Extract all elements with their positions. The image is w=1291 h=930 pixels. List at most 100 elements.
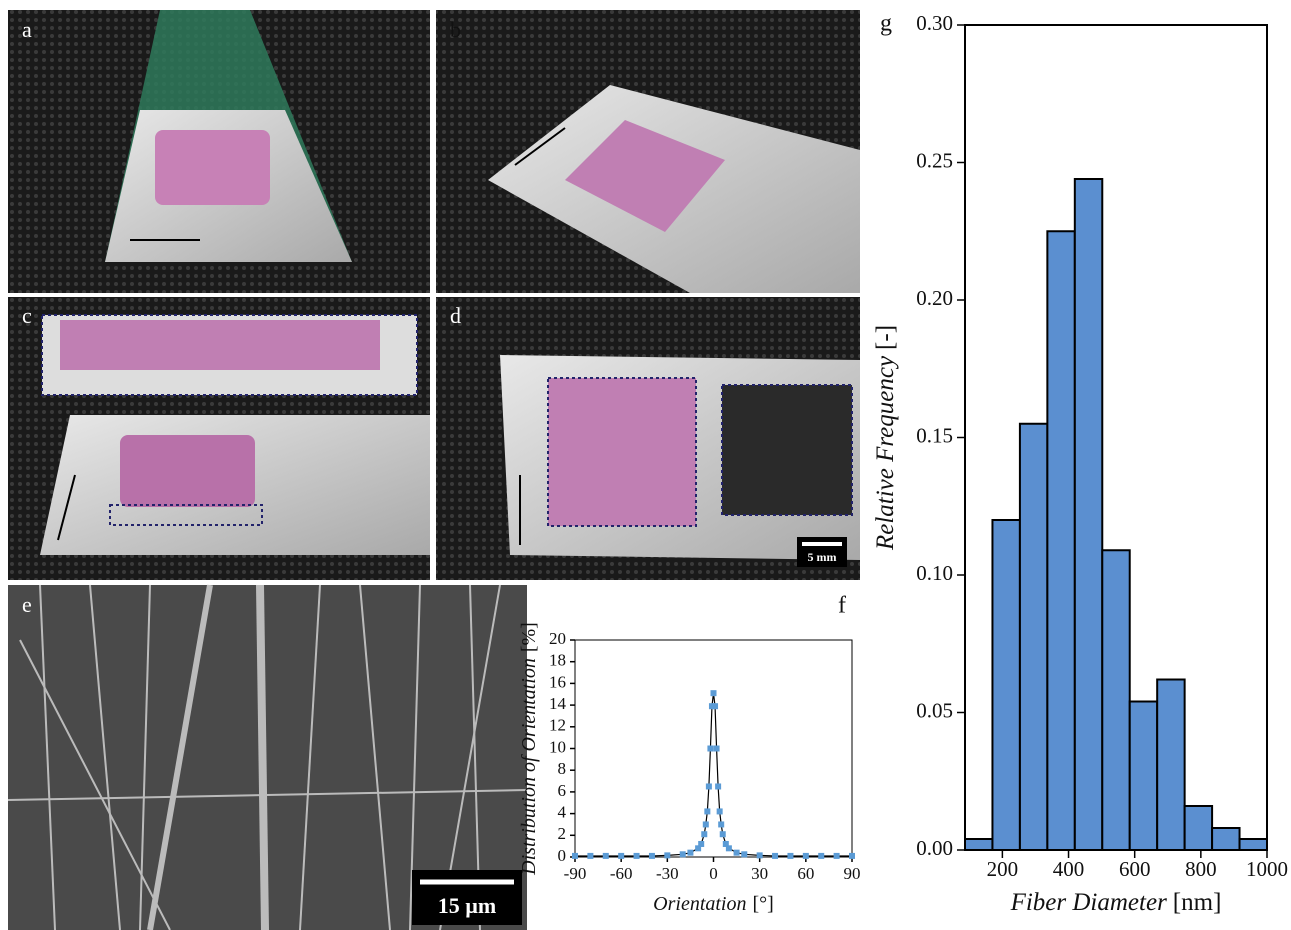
y-axis-unit: [-] — [872, 325, 899, 350]
y-tick-label: 0.30 — [916, 11, 953, 35]
photo-b: b — [436, 10, 860, 293]
data-point — [634, 853, 640, 859]
panel-label: f — [838, 593, 846, 619]
data-point — [698, 841, 704, 847]
data-point — [703, 821, 709, 827]
y-axis-unit: [%] — [518, 622, 540, 652]
x-tick-label: -90 — [564, 864, 587, 883]
data-point — [787, 853, 793, 859]
y-tick-label: 20 — [549, 629, 566, 648]
data-point — [834, 853, 840, 859]
x-axis-unit: [°] — [753, 893, 774, 915]
x-tick-label: 600 — [1119, 857, 1151, 881]
figure: a b c 5 mm d — [0, 0, 1291, 930]
scale-bar-label: 15 µm — [438, 893, 497, 918]
bar — [1020, 424, 1047, 850]
y-axis-label: Relative Frequency [-] — [872, 325, 899, 551]
bar — [965, 839, 992, 850]
x-tick-label: 0 — [709, 864, 718, 883]
x-axis-title: Orientation — [653, 893, 746, 915]
y-tick-label: 14 — [549, 694, 567, 713]
data-point — [649, 853, 655, 859]
data-point — [587, 853, 593, 859]
panel-label: g — [880, 11, 892, 37]
x-tick-label: -60 — [610, 864, 633, 883]
x-tick-label: 90 — [844, 864, 861, 883]
bar — [992, 520, 1019, 850]
y-tick-label: 0.20 — [916, 286, 953, 310]
data-point — [818, 853, 824, 859]
y-tick-label: 10 — [549, 737, 566, 756]
x-tick-label: 800 — [1185, 857, 1217, 881]
x-tick-label: 1000 — [1246, 857, 1288, 881]
y-tick-label: 0.10 — [916, 561, 953, 585]
y-tick-label: 16 — [549, 672, 566, 691]
panel-label: e — [22, 592, 32, 617]
data-point — [849, 853, 855, 859]
x-axis-title: Fiber Diameter — [1010, 889, 1167, 916]
data-point — [706, 783, 712, 789]
data-point — [772, 853, 778, 859]
data-point — [712, 703, 718, 709]
bar — [1212, 828, 1239, 850]
y-tick-label: 12 — [549, 716, 566, 735]
data-point — [720, 831, 726, 837]
photo-a: a — [8, 10, 430, 293]
photo-c: c — [8, 297, 430, 580]
y-axis-label: Distribution of Orientation[%] — [518, 622, 540, 876]
data-point — [664, 852, 670, 858]
y-tick-label: 0.25 — [916, 148, 953, 172]
x-tick-label: 60 — [797, 864, 814, 883]
scale-bar-label: 5 mm — [808, 550, 837, 564]
panel-label: d — [450, 303, 461, 328]
bar — [1185, 806, 1212, 850]
photo-d: 5 mm d — [436, 297, 860, 580]
x-axis-label: Orientation [°] — [653, 893, 774, 915]
y-tick-label: 18 — [549, 651, 566, 670]
bar — [1157, 680, 1184, 851]
y-tick-label: 6 — [558, 781, 567, 800]
bar — [1240, 839, 1267, 850]
bar — [1047, 231, 1074, 850]
photo-e: 15 µm e — [8, 585, 527, 930]
y-axis-title: Relative Frequency — [872, 355, 899, 551]
y-tick-label: 0.00 — [916, 836, 953, 860]
y-tick-label: 2 — [558, 824, 567, 843]
x-axis-label: Fiber Diameter[nm] — [1010, 889, 1222, 916]
data-point — [572, 853, 578, 859]
bar — [1130, 702, 1157, 851]
x-tick-label: -30 — [656, 864, 679, 883]
y-tick-label: 0 — [558, 846, 567, 865]
y-tick-label: 8 — [558, 759, 567, 778]
x-tick-label: 400 — [1053, 857, 1085, 881]
x-tick-label: 30 — [751, 864, 768, 883]
data-point — [741, 851, 747, 857]
data-point — [734, 850, 740, 856]
y-tick-label: 4 — [558, 803, 567, 822]
y-tick-label: 0.05 — [916, 698, 953, 722]
x-axis-unit: [nm] — [1173, 889, 1222, 916]
x-tick-label: 200 — [987, 857, 1019, 881]
data-point — [618, 853, 624, 859]
data-point — [715, 783, 721, 789]
bar — [1102, 550, 1129, 850]
data-point — [704, 808, 710, 814]
data-point — [803, 853, 809, 859]
data-point — [603, 853, 609, 859]
data-point — [701, 831, 707, 837]
panel-label: b — [450, 17, 461, 42]
plot-area — [575, 640, 852, 857]
data-point — [718, 821, 724, 827]
panel-label: a — [22, 17, 32, 42]
y-tick-label: 0.15 — [916, 423, 953, 447]
data-point — [680, 851, 686, 857]
data-point — [757, 852, 763, 858]
data-point — [717, 808, 723, 814]
data-point — [714, 746, 720, 752]
data-point — [707, 746, 713, 752]
data-point — [726, 845, 732, 851]
bar — [1075, 179, 1102, 850]
data-point — [711, 690, 717, 696]
data-point — [687, 850, 693, 856]
panel-label: c — [22, 303, 32, 328]
